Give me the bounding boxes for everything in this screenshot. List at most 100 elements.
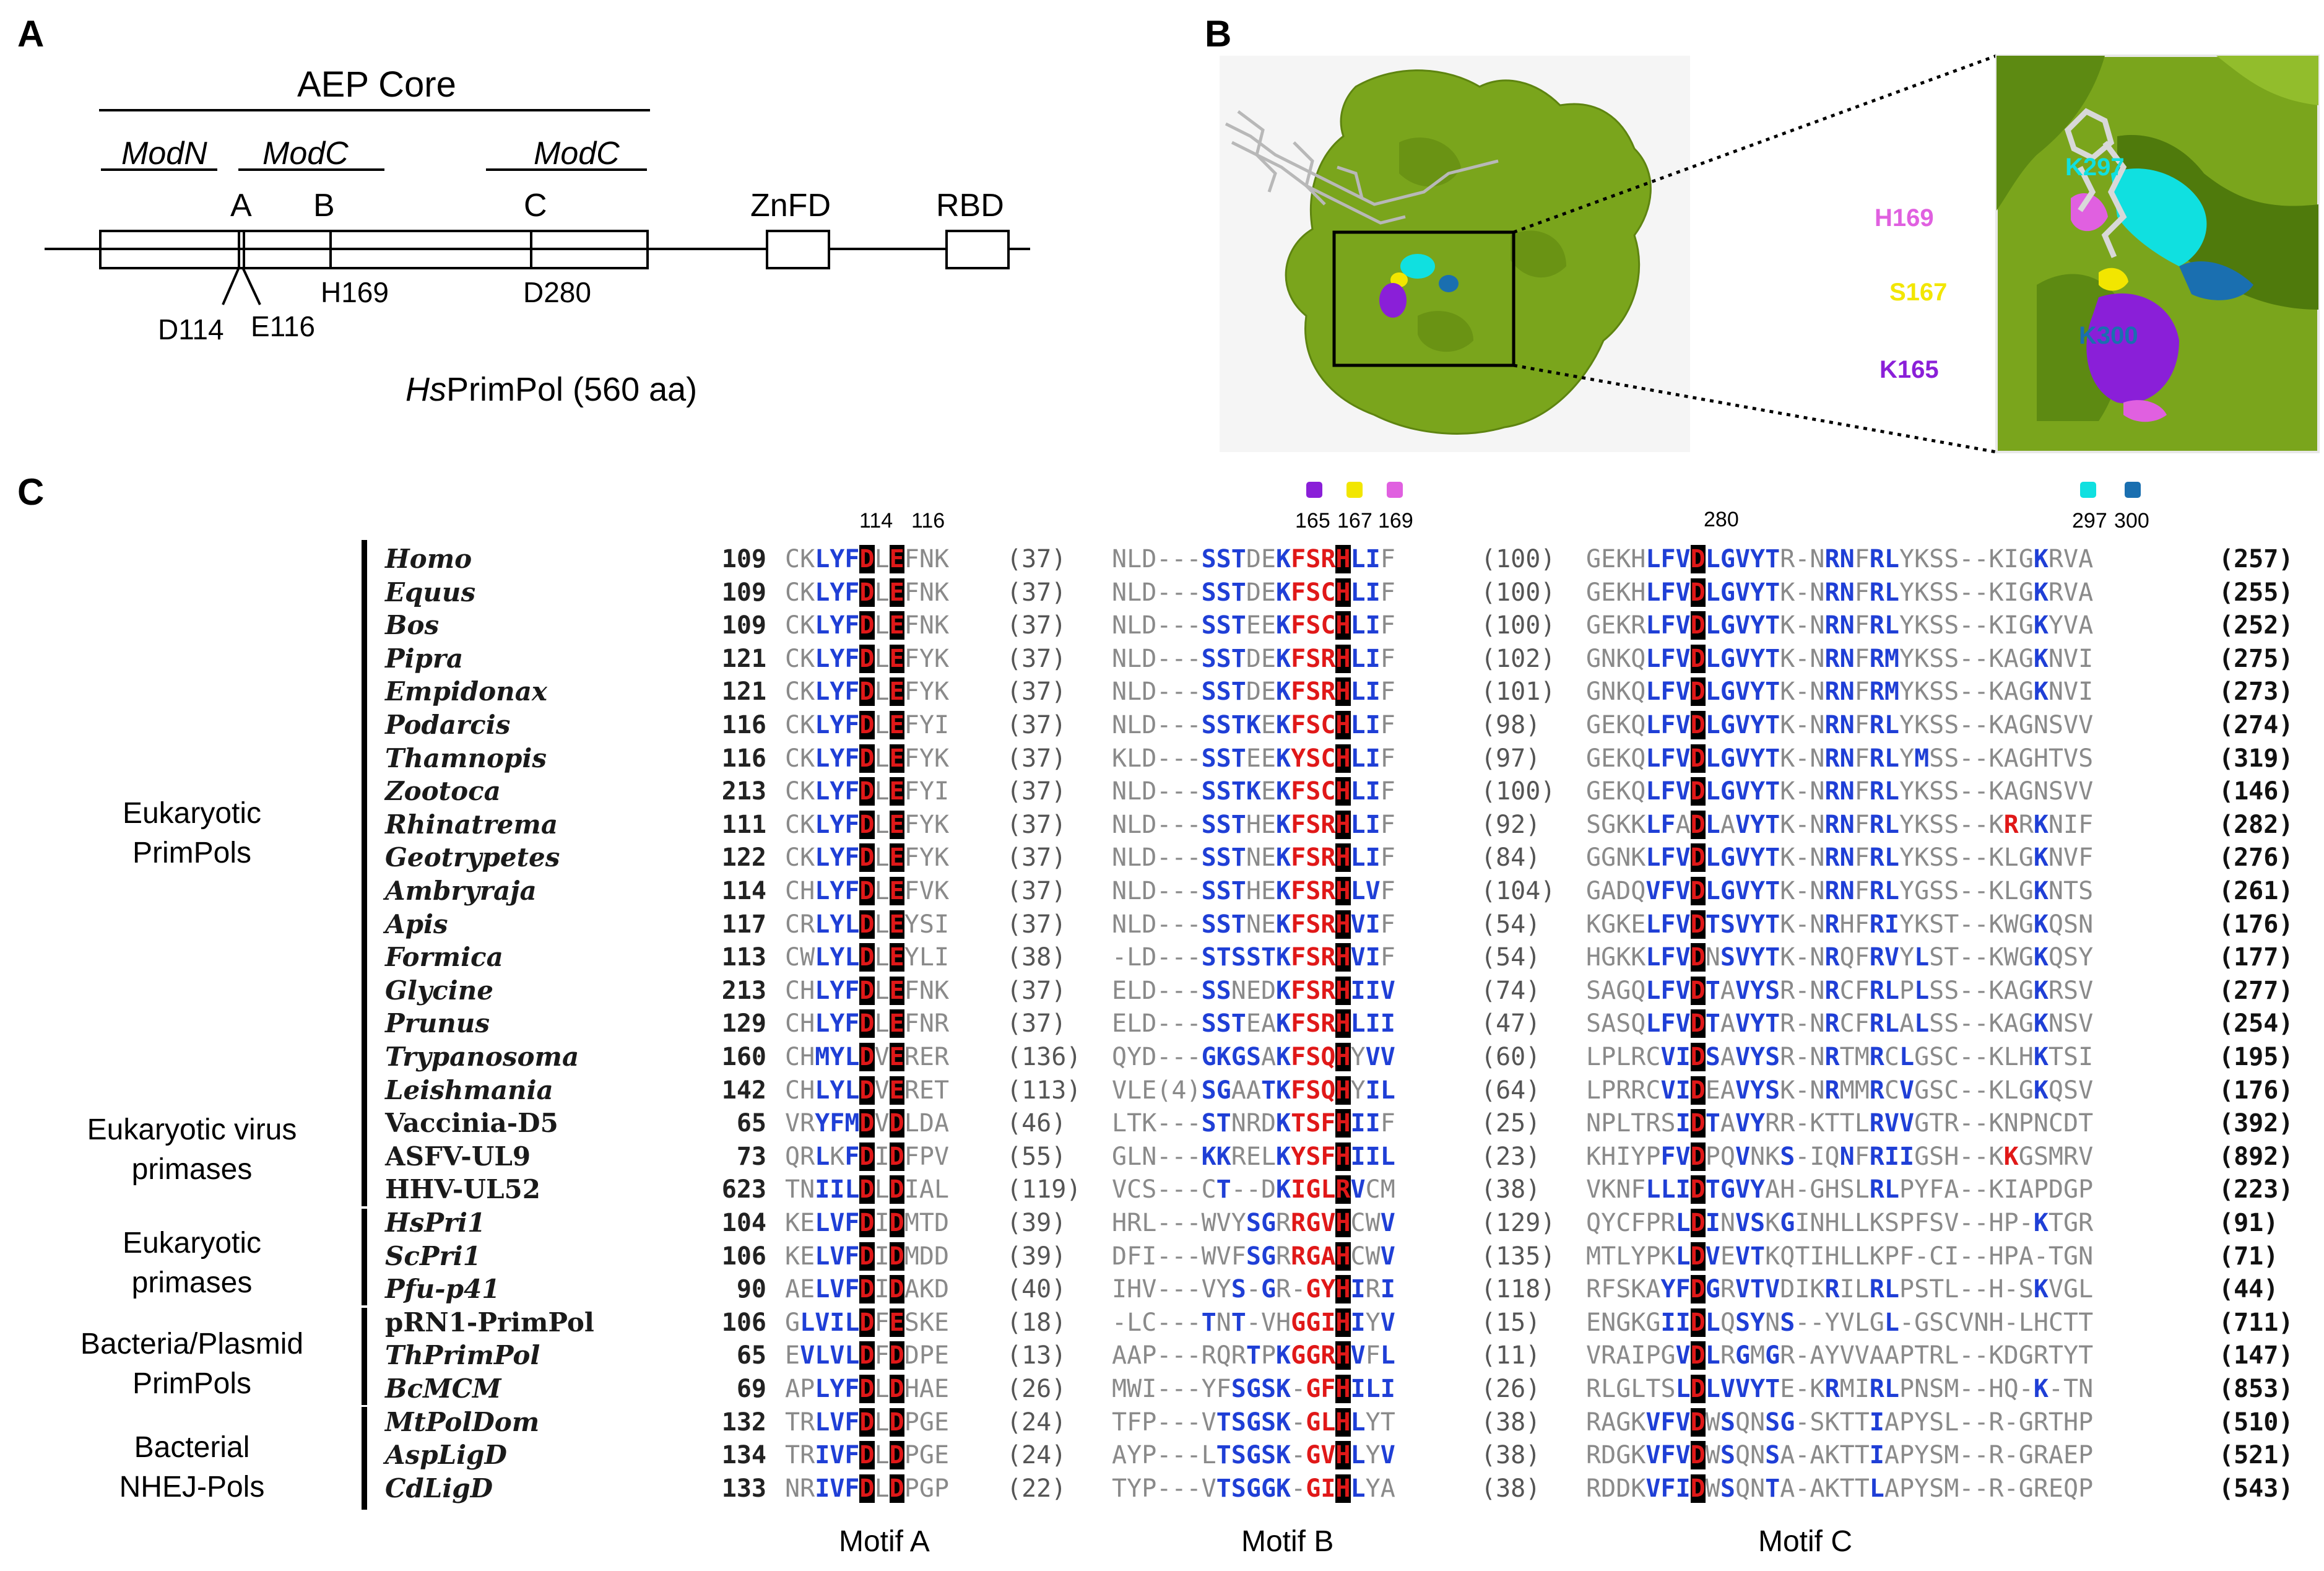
gap-length-b: (102) — [1481, 644, 1556, 673]
motif-b-sequence: AAP---RQRTPKGGRHVFL — [1112, 1341, 1395, 1370]
alignment-row: Vaccinia-D5 65 VRYFMDVDLDA (46) LTK---STNRDK… — [0, 1107, 2324, 1140]
motif-a-sequence: GLVILDFESKE — [785, 1308, 950, 1337]
start-position: 114 — [721, 877, 766, 905]
pos-169: 169 — [1378, 509, 1413, 533]
alignment-row: ScPri1 106 KELVFDIDMDD (39) DFI---WVFSGRRGAH… — [0, 1240, 2324, 1273]
species-name: Bos — [385, 610, 440, 641]
group-label-4-line2: NHEJ-Pols — [119, 1471, 265, 1504]
species-name: Pipra — [385, 643, 464, 674]
gap-length-b: (11) — [1481, 1341, 1541, 1370]
motif-c-sequence: VKNFLLIDTGVYAH-GHSLRLPYFA--KIAPDGP — [1586, 1175, 2094, 1204]
dot-169 — [1387, 482, 1403, 498]
gap-length-a: (40) — [1007, 1275, 1067, 1304]
residue-patches — [2071, 168, 2253, 422]
species-name: Glycine — [385, 975, 494, 1006]
protein-title: HsPrimPol (560 aa) — [405, 370, 697, 409]
nucleotide-sticks — [2064, 108, 2127, 258]
motif-a-sequence: CKLYFDLEFYK — [785, 843, 950, 873]
gap-length-b: (129) — [1481, 1209, 1556, 1237]
start-position: 116 — [721, 744, 766, 773]
group-label-4-line1: Bacterial — [134, 1431, 250, 1464]
gap-length-a: (22) — [1007, 1474, 1067, 1503]
modc-label-1: ModC — [262, 136, 349, 172]
group-label-eukaryotic-primpols: Eukaryotic PrimPols — [80, 794, 303, 873]
modn-label: ModN — [121, 136, 207, 172]
motif-c-sequence: SAGQLFVDTAVYSR-NRCFRLPLSS--KAGKRSV — [1586, 976, 2094, 1005]
start-position: 106 — [721, 1308, 766, 1337]
end-length: (44) — [2219, 1275, 2279, 1304]
motif-c-sequence: NPLTRSIDTAVYRR-KTTLRVVGTR--KNPNCDT — [1586, 1109, 2094, 1138]
alignment-row: Equus 109 CKLYFDLEFNK (37) NLD---SSTDEKFSCHL… — [0, 576, 2324, 609]
species-name: BcMCM — [385, 1373, 501, 1404]
alignment-row: Geotrypetes 122 CKLYFDLEFYK (37) NLD---SSTNE… — [0, 841, 2324, 874]
species-name: Podarcis — [385, 710, 511, 740]
gap-length-a: (37) — [1007, 711, 1067, 739]
alignment-row: Podarcis 116 CKLYFDLEFYI (37) NLD---SSTKEKFS… — [0, 708, 2324, 742]
motif-b-sequence: TYP---VTSGGK-GIHLYA — [1112, 1474, 1395, 1503]
species-name: Zootoca — [385, 776, 501, 807]
start-position: 73 — [736, 1142, 766, 1171]
aep-core-line — [99, 109, 650, 111]
motif-c-sequence: GEKQLFVDLGVYTK-NRNFRLYKSS--KAGNSVV — [1586, 777, 2094, 806]
gap-length-a: (37) — [1007, 744, 1067, 773]
alignment-row: Trypanosoma 160 CHMYLDVERER (136) QYD---GKGS… — [0, 1040, 2324, 1074]
motif-b-sequence: NLD---SSTDEKFSRHLIF — [1112, 644, 1395, 673]
gap-length-a: (55) — [1007, 1142, 1067, 1171]
group-label-eukaryotic-primases: Eukaryotic primases — [62, 1224, 322, 1303]
motif-a-sequence: AELVFDIDAKD — [785, 1275, 950, 1304]
group-label-1-line2: primases — [131, 1153, 253, 1186]
alignment-row: Rhinatrema 111 CKLYFDLEFYK (37) NLD---SSTHEK… — [0, 808, 2324, 842]
group-label-bacterial-nhej-pols: Bacterial NHEJ-Pols — [62, 1428, 322, 1507]
gap-length-b: (100) — [1481, 578, 1556, 607]
motif-b-sequence: NLD---SSTDEKFSCHLIF — [1112, 578, 1395, 607]
aep-core-label: AEP Core — [297, 64, 456, 105]
motif-a-sequence: KELVFDIDMTD — [785, 1209, 950, 1237]
motif-c-sequence: GEKHLFVDLGVYTR-NRNFRLYKSS--KIGKRVA — [1586, 545, 2094, 573]
start-position: 133 — [721, 1474, 766, 1503]
residue-label-k165: K165 — [1880, 356, 1939, 383]
motif-c-sequence: ENGKGIIDLQSYNS--YVLGL-GSCVNH-LHCTT — [1586, 1308, 2094, 1337]
motif-c-sequence: GADQVFVDLGVYTK-NRNFRLYGSS--KLGKNTS — [1586, 877, 2094, 905]
gap-length-a: (18) — [1007, 1308, 1067, 1337]
gap-length-b: (84) — [1481, 843, 1541, 873]
gap-length-a: (37) — [1007, 611, 1067, 640]
motif-b-sequence: IHV---VYS-GR-GYHIRI — [1112, 1275, 1395, 1304]
species-name: Ambryraja — [385, 876, 537, 906]
start-position: 109 — [721, 611, 766, 640]
panel-a-letter: A — [17, 13, 45, 54]
end-length: (254) — [2219, 1009, 2294, 1038]
gap-length-a: (37) — [1007, 644, 1067, 673]
motif-a-sequence: CWLYLDLEYLI — [785, 943, 950, 972]
gap-length-b: (100) — [1481, 545, 1556, 573]
gap-length-b: (26) — [1481, 1375, 1541, 1403]
alignment-row: ASFV-UL9 73 QRLKFDIDFPV (55) GLN---KKRELKYSF… — [0, 1140, 2324, 1173]
species-name: Geotrypetes — [385, 842, 560, 873]
gap-length-b: (104) — [1481, 877, 1556, 905]
end-length: (252) — [2219, 611, 2294, 640]
gap-length-b: (100) — [1481, 611, 1556, 640]
motif-c-sequence: MTLYPKLDVEVTKQTIHLLKPF-CI--HPA-TGN — [1586, 1242, 2094, 1271]
motif-a-sequence: TNIILDLDIAL — [785, 1175, 950, 1204]
alignment-row: Thamnopis 116 CKLYFDLEFYK (37) KLD---SSTEEKY… — [0, 742, 2324, 775]
motif-b-sequence: NLD---SSTHEKFSRHLVF — [1112, 877, 1395, 905]
group-bar-1 — [362, 1110, 367, 1206]
end-length: (177) — [2219, 943, 2294, 972]
alignment-row: Formica 113 CWLYLDLEYLI (38) -LD---STSSTKFSR… — [0, 941, 2324, 974]
motif-a-label: Motif A — [839, 1525, 930, 1558]
motif-a-sequence: TRIVFDLDPGE — [785, 1441, 950, 1470]
pos-297: 297 — [2072, 509, 2107, 533]
species-name: Formica — [385, 942, 503, 973]
rbd-box — [945, 230, 1010, 269]
motif-c-sequence: KHIYPFVDPQVNKS-IQNFRIIGSH--KKGSMRV — [1586, 1142, 2094, 1171]
motif-b-sequence: ELD---SSTEAKFSRHLII — [1112, 1009, 1395, 1038]
gap-length-a: (37) — [1007, 843, 1067, 873]
gap-length-a: (37) — [1007, 677, 1067, 707]
motif-b-sequence: HRL---WVYSGRRGVHCWV — [1112, 1209, 1395, 1237]
gap-length-a: (136) — [1007, 1043, 1082, 1071]
motif-a-sequence: EVLVLDFDDPE — [785, 1341, 950, 1370]
end-length: (274) — [2219, 711, 2294, 739]
motif-b-sequence: AYP---LTSGSK-GVHLYV — [1112, 1441, 1395, 1470]
motif-a-sequence: NRIVFDLDPGP — [785, 1474, 950, 1503]
gap-length-b: (25) — [1481, 1109, 1541, 1138]
group-label-2-line1: Eukaryotic — [122, 1227, 262, 1260]
